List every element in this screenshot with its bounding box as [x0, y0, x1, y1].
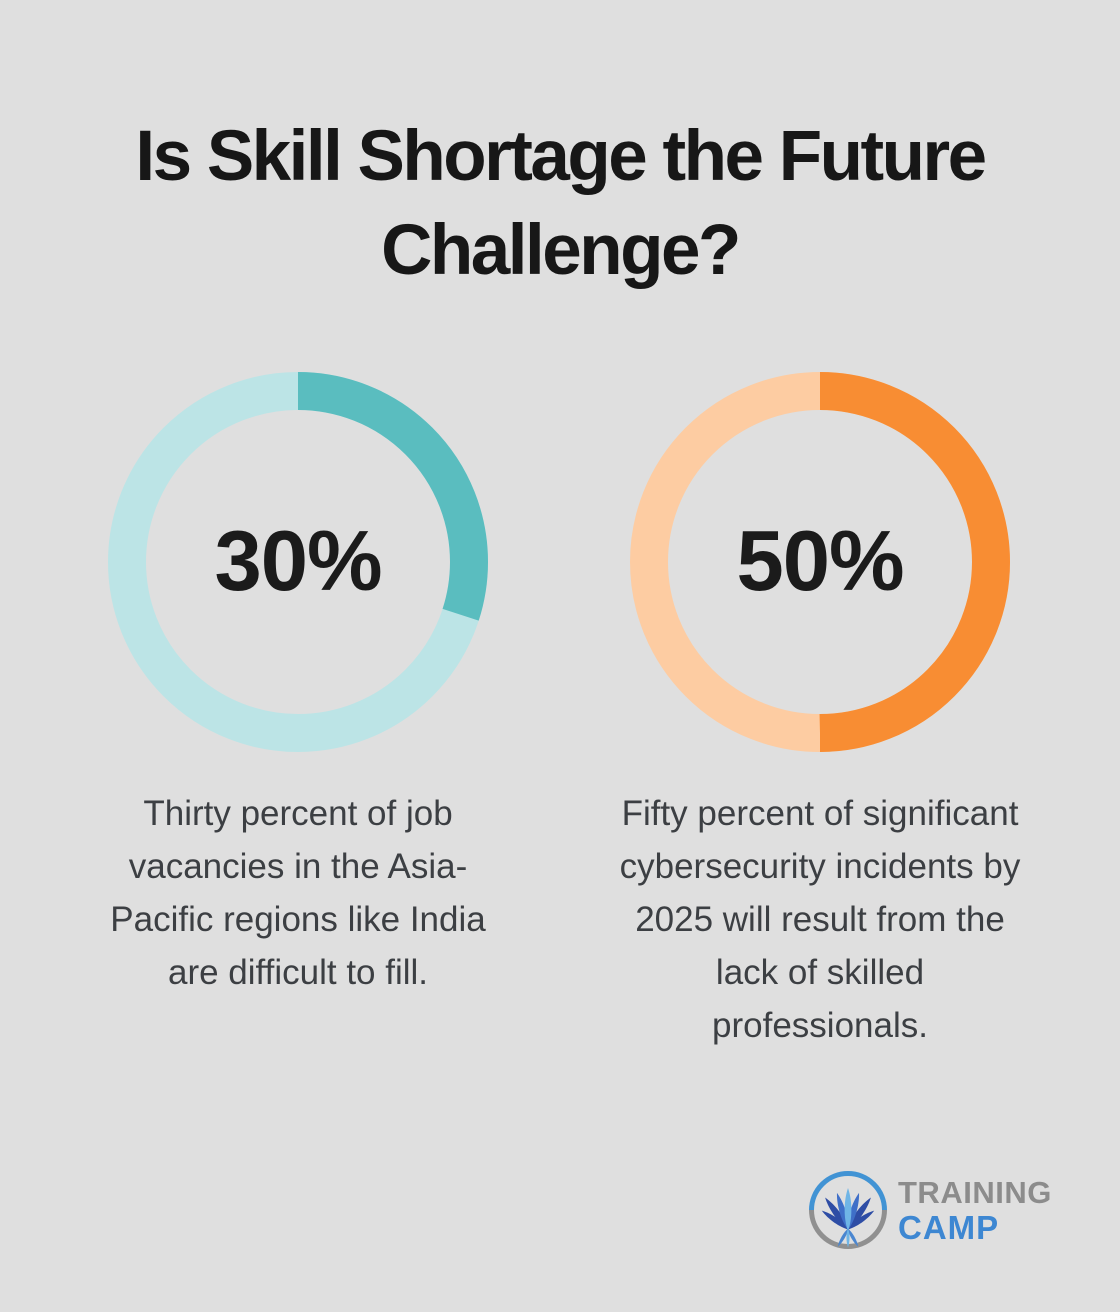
donut-center-value: 30%	[214, 514, 382, 609]
donut-chart-cyber-incidents: 50%	[630, 372, 1010, 752]
donut-rings-left	[108, 372, 488, 752]
donut-value-segment	[108, 372, 488, 752]
caption-skill-vacancies: Thirty percent of job vacancies in the A…	[110, 794, 486, 992]
training-camp-logo-icon	[809, 1171, 887, 1249]
page-title: Is Skill Shortage the Future Challenge?	[135, 117, 987, 290]
logo-circle-top-arc	[809, 1171, 887, 1211]
training-camp-logo: TRAINING CAMP	[808, 1170, 1052, 1250]
brand-name-camp: CAMP	[898, 1209, 1000, 1246]
brand-name-training: TRAINING	[898, 1175, 1052, 1210]
lotus-icon	[821, 1188, 875, 1248]
donut-center-value: 50%	[736, 514, 904, 609]
donut-rings-right	[630, 372, 1010, 752]
logo-wordmark: TRAINING CAMP	[898, 1177, 1052, 1245]
caption-cyber-incidents: Fifty percent of significant cybersecuri…	[619, 794, 1021, 1045]
donut-chart-skill-vacancies: 30%	[108, 372, 488, 752]
donut-value-segment	[630, 372, 1010, 752]
